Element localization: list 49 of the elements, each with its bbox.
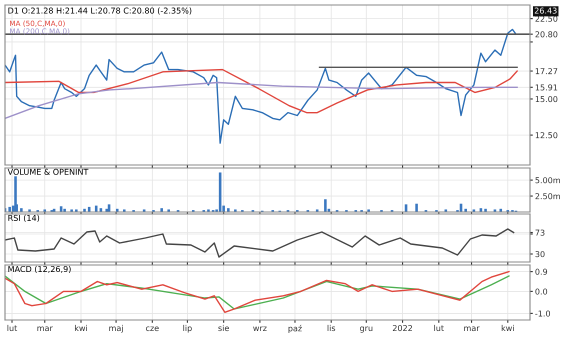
x-tick-label: lut bbox=[8, 324, 18, 332]
bar bbox=[94, 206, 98, 212]
bar bbox=[83, 208, 86, 212]
text: 26.43 bbox=[534, 8, 557, 14]
x-tick-label: maj bbox=[109, 324, 123, 333]
bar bbox=[415, 204, 418, 212]
chart-title: VOLUME & OPENINT bbox=[8, 168, 88, 175]
x-tick-label: gru bbox=[360, 326, 372, 333]
y-tick-label: 30 bbox=[535, 251, 545, 258]
chart-title: D1 O:21.28 H:21.44 L:20.78 C:20.80 (-2.35%) bbox=[8, 7, 192, 15]
x-tick-label: sie bbox=[218, 324, 229, 332]
x-tick-label: lis bbox=[328, 324, 336, 332]
bar bbox=[480, 208, 482, 212]
y-tick-label: 17.27 bbox=[536, 68, 558, 74]
bar bbox=[14, 176, 17, 212]
x-tick-label: kwi bbox=[74, 324, 87, 331]
bar bbox=[160, 208, 163, 212]
bar bbox=[218, 172, 222, 212]
x-tick-label: kwi bbox=[502, 324, 514, 331]
bar bbox=[100, 208, 102, 212]
chart-title: MACD (12,26,9) bbox=[8, 266, 71, 274]
y-tick-label: 15.91 bbox=[536, 84, 558, 90]
x-tick-label: lip bbox=[183, 324, 192, 333]
y-tick-label: 0.0 bbox=[535, 288, 548, 295]
x-tick-label: mar bbox=[37, 326, 53, 332]
y-tick-label: 73 bbox=[536, 230, 544, 236]
line-series bbox=[5, 228, 514, 258]
x-tick-label: mar bbox=[464, 326, 480, 332]
y-tick-label: 20.80 bbox=[535, 31, 558, 38]
bar bbox=[460, 204, 462, 212]
x-tick-label: cze bbox=[146, 326, 159, 332]
bar bbox=[20, 208, 23, 212]
y-tick-label: 12.50 bbox=[536, 132, 558, 138]
line-series bbox=[5, 68, 518, 114]
line-series bbox=[5, 28, 517, 144]
bar bbox=[227, 208, 230, 212]
x-tick-label: 2022 bbox=[392, 325, 412, 332]
line-series bbox=[5, 82, 518, 120]
chart-title: RSI (14) bbox=[8, 214, 40, 222]
y-tick-label: 5.00m bbox=[535, 177, 560, 184]
y-tick-label: 2.50m bbox=[535, 193, 560, 200]
y-tick-label: 0.9 bbox=[535, 268, 548, 275]
y-tick-label: 15.00 bbox=[536, 96, 558, 102]
x-tick-label: paź bbox=[288, 324, 302, 333]
x-tick-label: wrz bbox=[253, 326, 267, 331]
y-tick-label: -1.0 bbox=[535, 310, 550, 317]
bar bbox=[324, 199, 327, 212]
y-tick-label: 22.50 bbox=[535, 16, 558, 22]
x-tick-label: lut bbox=[434, 324, 444, 332]
